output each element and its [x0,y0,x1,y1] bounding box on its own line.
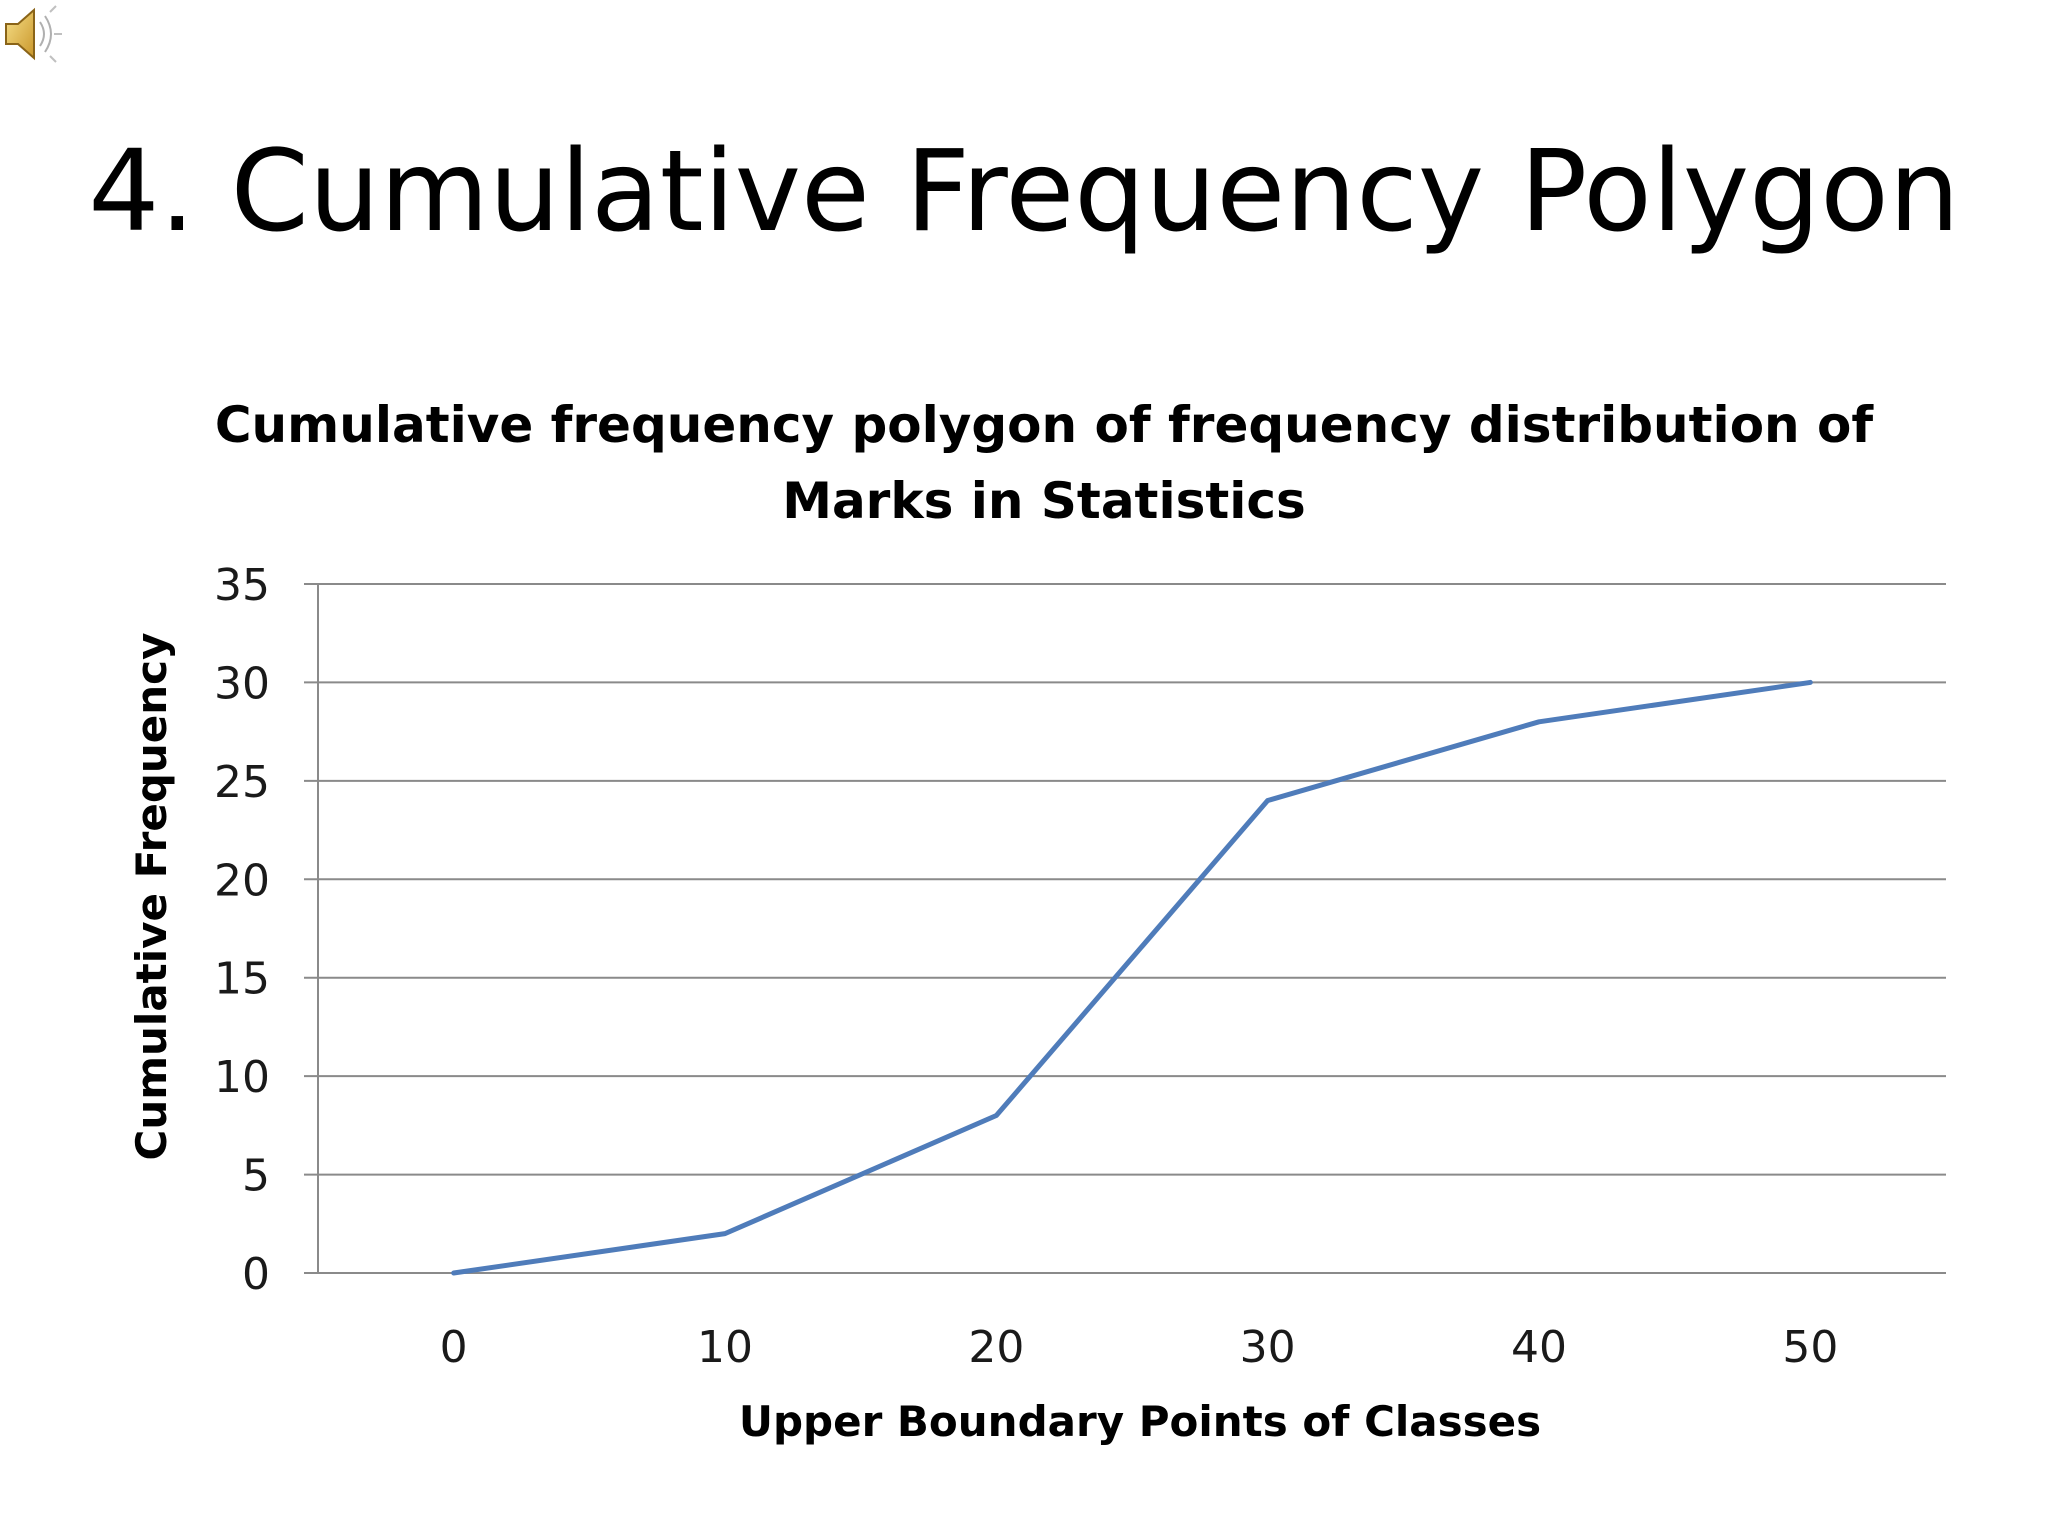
y-tick-label: 5 [242,1151,270,1202]
y-tick-label: 0 [242,1249,270,1300]
x-tick-label: 10 [697,1322,753,1373]
speaker-icon[interactable] [0,0,68,68]
y-tick-label: 30 [214,658,270,709]
x-axis-label: Upper Boundary Points of Classes [739,1397,1541,1446]
chart-title: Cumulative frequency polygon of frequenc… [215,396,1875,530]
y-tick-labels: 0 5 10 15 20 25 30 35 [214,560,270,1300]
y-tick-label: 35 [214,560,270,611]
y-tick-label: 25 [214,757,270,808]
y-tick-label: 15 [214,954,270,1005]
gridlines [304,583,1946,1274]
x-tick-label: 0 [440,1322,468,1373]
chart-title-line: Marks in Statistics [782,472,1306,530]
slide-title: 4. Cumulative Frequency Polygon [88,127,1960,257]
x-tick-label: 50 [1782,1322,1838,1373]
x-tick-label: 30 [1240,1322,1296,1373]
x-tick-label: 40 [1511,1322,1567,1373]
chart-title-line: Cumulative frequency polygon of frequenc… [215,396,1875,454]
x-tick-labels: 0 10 20 30 40 50 [440,1322,1839,1373]
y-tick-label: 10 [214,1052,270,1103]
series-line [451,679,1813,1276]
y-tick-label: 20 [214,855,270,906]
series-lines [451,679,1813,1276]
y-axis-label: Cumulative Frequency [127,633,176,1161]
x-tick-label: 20 [968,1322,1024,1373]
